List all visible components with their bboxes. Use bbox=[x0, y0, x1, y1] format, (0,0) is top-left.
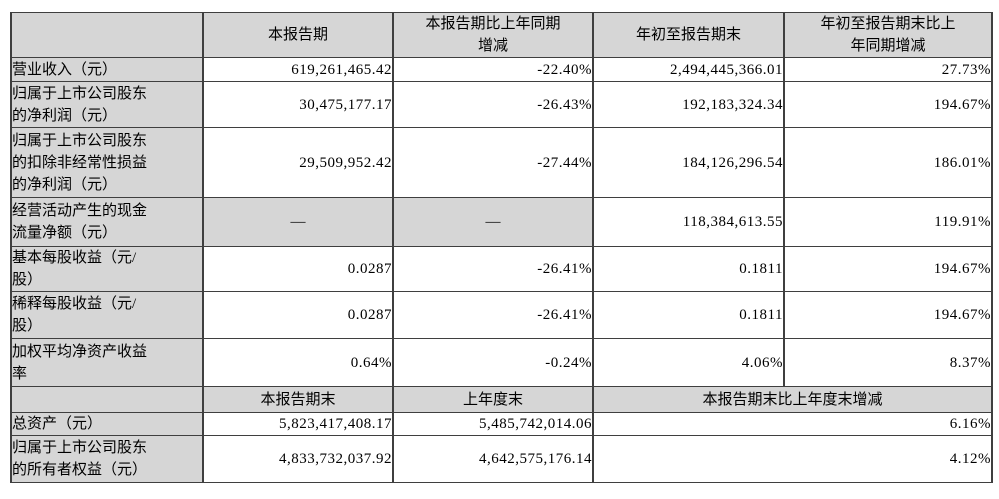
corner-cell bbox=[10, 386, 204, 413]
column-header-period-end: 本报告期末 bbox=[202, 386, 394, 413]
cell-value: -22.40% bbox=[392, 57, 594, 82]
row-label: 经营活动产生的现金 流量净额（元） bbox=[10, 197, 204, 247]
cell-value: -26.41% bbox=[392, 291, 594, 339]
cell-value: 4.06% bbox=[592, 338, 785, 387]
cell-value: 184,126,296.54 bbox=[592, 127, 785, 198]
row-label: 归属于上市公司股东 的净利润（元） bbox=[10, 81, 204, 128]
cell-value-dash: — bbox=[202, 197, 394, 247]
cell-value: 0.1811 bbox=[592, 291, 785, 339]
cell-value: 29,509,952.42 bbox=[202, 127, 394, 198]
header-row-period: 本报告期 本报告期比上年同期 增减 年初至报告期末 年初至报告期末比上 年同期增… bbox=[10, 12, 993, 58]
column-header-current-period: 本报告期 bbox=[202, 12, 394, 58]
row-label: 归属于上市公司股东 的扣除非经常性损益 的净利润（元） bbox=[10, 127, 204, 198]
cell-value: 119.91% bbox=[783, 197, 993, 247]
cell-value: 0.64% bbox=[202, 338, 394, 387]
table-row-net-profit-excl-nonrecurring: 归属于上市公司股东 的扣除非经常性损益 的净利润（元） 29,509,952.4… bbox=[10, 127, 993, 198]
cell-value: 30,475,177.17 bbox=[202, 81, 394, 128]
cell-value: 186.01% bbox=[783, 127, 993, 198]
table-row-operating-cash-flow: 经营活动产生的现金 流量净额（元） — — 118,384,613.55 119… bbox=[10, 197, 993, 247]
cell-value: 5,823,417,408.17 bbox=[202, 412, 394, 436]
table-row-operating-revenue: 营业收入（元） 619,261,465.42 -22.40% 2,494,445… bbox=[10, 57, 993, 82]
table-row-owners-equity: 归属于上市公司股东 的所有者权益（元） 4,833,732,037.92 4,6… bbox=[10, 435, 993, 483]
cell-value: 4,833,732,037.92 bbox=[202, 435, 394, 483]
column-header-prior-year-end: 上年度末 bbox=[392, 386, 594, 413]
cell-value: -0.24% bbox=[392, 338, 594, 387]
column-header-period-change: 本报告期比上年同期 增减 bbox=[392, 12, 594, 58]
cell-value: 118,384,613.55 bbox=[592, 197, 785, 247]
table-row-net-profit: 归属于上市公司股东 的净利润（元） 30,475,177.17 -26.43% … bbox=[10, 81, 993, 128]
column-header-period-end-change: 本报告期末比上年度末增减 bbox=[592, 386, 993, 413]
column-header-ytd-change: 年初至报告期末比上 年同期增减 bbox=[783, 12, 993, 58]
cell-value: 4,642,575,176.14 bbox=[392, 435, 594, 483]
cell-value: 8.37% bbox=[783, 338, 993, 387]
cell-value: 194.67% bbox=[783, 81, 993, 128]
cell-value-dash: — bbox=[392, 197, 594, 247]
cell-value: 619,261,465.42 bbox=[202, 57, 394, 82]
column-header-ytd: 年初至报告期末 bbox=[592, 12, 785, 58]
row-label: 总资产（元） bbox=[10, 412, 204, 436]
row-label: 稀释每股收益（元/ 股） bbox=[10, 291, 204, 339]
cell-value: -26.41% bbox=[392, 246, 594, 292]
cell-value: 4.12% bbox=[592, 435, 993, 483]
row-label: 基本每股收益（元/ 股） bbox=[10, 246, 204, 292]
cell-value: 5,485,742,014.06 bbox=[392, 412, 594, 436]
table-row-weighted-roe: 加权平均净资产收益 率 0.64% -0.24% 4.06% 8.37% bbox=[10, 338, 993, 387]
financial-summary-section: 本报告期 本报告期比上年同期 增减 年初至报告期末 年初至报告期末比上 年同期增… bbox=[10, 12, 993, 483]
cell-value: 0.1811 bbox=[592, 246, 785, 292]
cell-value: 27.73% bbox=[783, 57, 993, 82]
cell-value: -26.43% bbox=[392, 81, 594, 128]
cell-value: 2,494,445,366.01 bbox=[592, 57, 785, 82]
row-label: 营业收入（元） bbox=[10, 57, 204, 82]
table-row-basic-eps: 基本每股收益（元/ 股） 0.0287 -26.41% 0.1811 194.6… bbox=[10, 246, 993, 292]
cell-value: 0.0287 bbox=[202, 246, 394, 292]
financial-summary-table: 本报告期 本报告期比上年同期 增减 年初至报告期末 年初至报告期末比上 年同期增… bbox=[10, 12, 993, 483]
cell-value: 194.67% bbox=[783, 291, 993, 339]
cell-value: 6.16% bbox=[592, 412, 993, 436]
cell-value: 0.0287 bbox=[202, 291, 394, 339]
row-label: 归属于上市公司股东 的所有者权益（元） bbox=[10, 435, 204, 483]
table-row-total-assets: 总资产（元） 5,823,417,408.17 5,485,742,014.06… bbox=[10, 412, 993, 436]
table-row-diluted-eps: 稀释每股收益（元/ 股） 0.0287 -26.41% 0.1811 194.6… bbox=[10, 291, 993, 339]
cell-value: -27.44% bbox=[392, 127, 594, 198]
cell-value: 192,183,324.34 bbox=[592, 81, 785, 128]
row-label: 加权平均净资产收益 率 bbox=[10, 338, 204, 387]
corner-cell bbox=[10, 12, 204, 58]
header-row-period-end: 本报告期末 上年度末 本报告期末比上年度末增减 bbox=[10, 386, 993, 413]
cell-value: 194.67% bbox=[783, 246, 993, 292]
